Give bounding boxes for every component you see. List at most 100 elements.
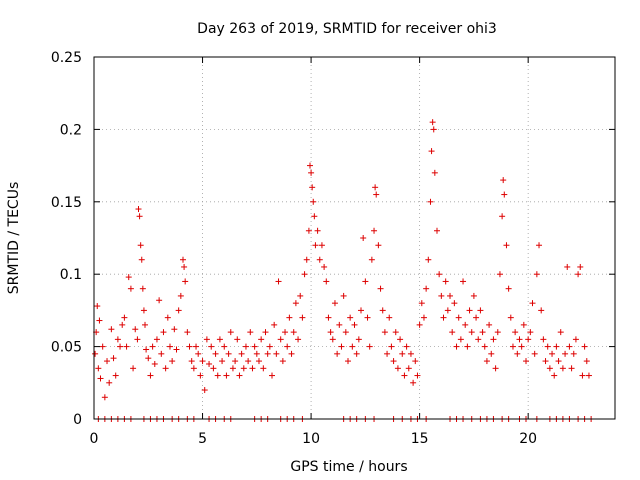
- data-point: [127, 285, 134, 292]
- plot-frame: [93, 56, 616, 420]
- data-point: [216, 336, 223, 343]
- x-tick-label: 20: [519, 431, 537, 447]
- data-point: [481, 343, 488, 350]
- data-point: [468, 329, 475, 336]
- data-point: [572, 336, 579, 343]
- data-point: [132, 326, 139, 333]
- data-point: [151, 360, 158, 367]
- data-point: [429, 119, 436, 126]
- data-point: [479, 329, 486, 336]
- data-point: [306, 162, 313, 169]
- data-point: [184, 329, 191, 336]
- data-point: [431, 169, 438, 176]
- data-point: [557, 329, 564, 336]
- data-point: [358, 307, 365, 314]
- data-point: [414, 372, 421, 379]
- data-point: [156, 297, 163, 304]
- data-point: [232, 358, 239, 365]
- data-point: [392, 329, 399, 336]
- data-point: [249, 365, 256, 372]
- data-point: [236, 372, 243, 379]
- data-point: [114, 336, 121, 343]
- data-point: [423, 285, 430, 292]
- data-point: [297, 292, 304, 299]
- ticks: [93, 56, 615, 420]
- data-point: [181, 263, 188, 270]
- data-point: [225, 350, 232, 357]
- x-tick-label: 0: [90, 431, 99, 447]
- data-point: [583, 358, 590, 365]
- data-point: [507, 314, 514, 321]
- data-point: [310, 198, 317, 205]
- data-point: [199, 358, 206, 365]
- data-point: [501, 191, 508, 198]
- data-point: [516, 336, 523, 343]
- data-point: [171, 326, 178, 333]
- data-point: [518, 343, 525, 350]
- data-point: [112, 372, 119, 379]
- data-point: [384, 350, 391, 357]
- data-point: [442, 278, 449, 285]
- data-point: [275, 278, 282, 285]
- data-point: [342, 329, 349, 336]
- data-point: [186, 343, 193, 350]
- data-point: [453, 343, 460, 350]
- data-point: [138, 256, 145, 263]
- data-point: [137, 242, 144, 249]
- x-axis-label: GPS time / hours: [290, 459, 407, 475]
- data-point: [160, 329, 167, 336]
- data-point: [559, 365, 566, 372]
- data-point: [512, 329, 519, 336]
- data-point: [203, 336, 210, 343]
- data-point: [321, 263, 328, 270]
- data-point: [288, 350, 295, 357]
- data-point: [117, 343, 124, 350]
- data-point: [190, 365, 197, 372]
- data-point: [169, 358, 176, 365]
- data-point: [344, 358, 351, 365]
- data-point: [130, 365, 137, 372]
- data-point: [347, 314, 354, 321]
- data-point: [436, 271, 443, 278]
- data-point: [238, 350, 245, 357]
- data-point: [221, 343, 228, 350]
- data-point: [214, 372, 221, 379]
- data-point: [540, 336, 547, 343]
- data-point: [386, 314, 393, 321]
- data-point: [562, 350, 569, 357]
- data-point: [509, 343, 516, 350]
- data-point: [175, 307, 182, 314]
- data-point: [262, 329, 269, 336]
- data-point: [418, 300, 425, 307]
- data-point: [462, 321, 469, 328]
- data-point: [305, 227, 312, 234]
- data-point: [212, 350, 219, 357]
- data-point: [438, 292, 445, 299]
- data-point: [340, 292, 347, 299]
- data-point: [529, 300, 536, 307]
- data-point: [349, 343, 356, 350]
- data-point: [282, 329, 289, 336]
- data-point: [101, 394, 108, 401]
- data-point: [579, 372, 586, 379]
- grid: [94, 57, 615, 419]
- data-point: [353, 350, 360, 357]
- data-point: [318, 242, 325, 249]
- data-point: [410, 379, 417, 386]
- y-tick-label: 0.1: [60, 267, 82, 283]
- data-point: [538, 307, 545, 314]
- data-point: [264, 350, 271, 357]
- data-point: [149, 343, 156, 350]
- data-point: [312, 242, 319, 249]
- data-point: [536, 242, 543, 249]
- data-point: [477, 307, 484, 314]
- data-point: [182, 278, 189, 285]
- data-point: [292, 300, 299, 307]
- data-point: [104, 358, 111, 365]
- data-point: [379, 307, 386, 314]
- data-point: [135, 206, 142, 213]
- data-point: [360, 235, 367, 241]
- data-point: [444, 307, 451, 314]
- data-point: [475, 336, 482, 343]
- data-point: [143, 346, 150, 353]
